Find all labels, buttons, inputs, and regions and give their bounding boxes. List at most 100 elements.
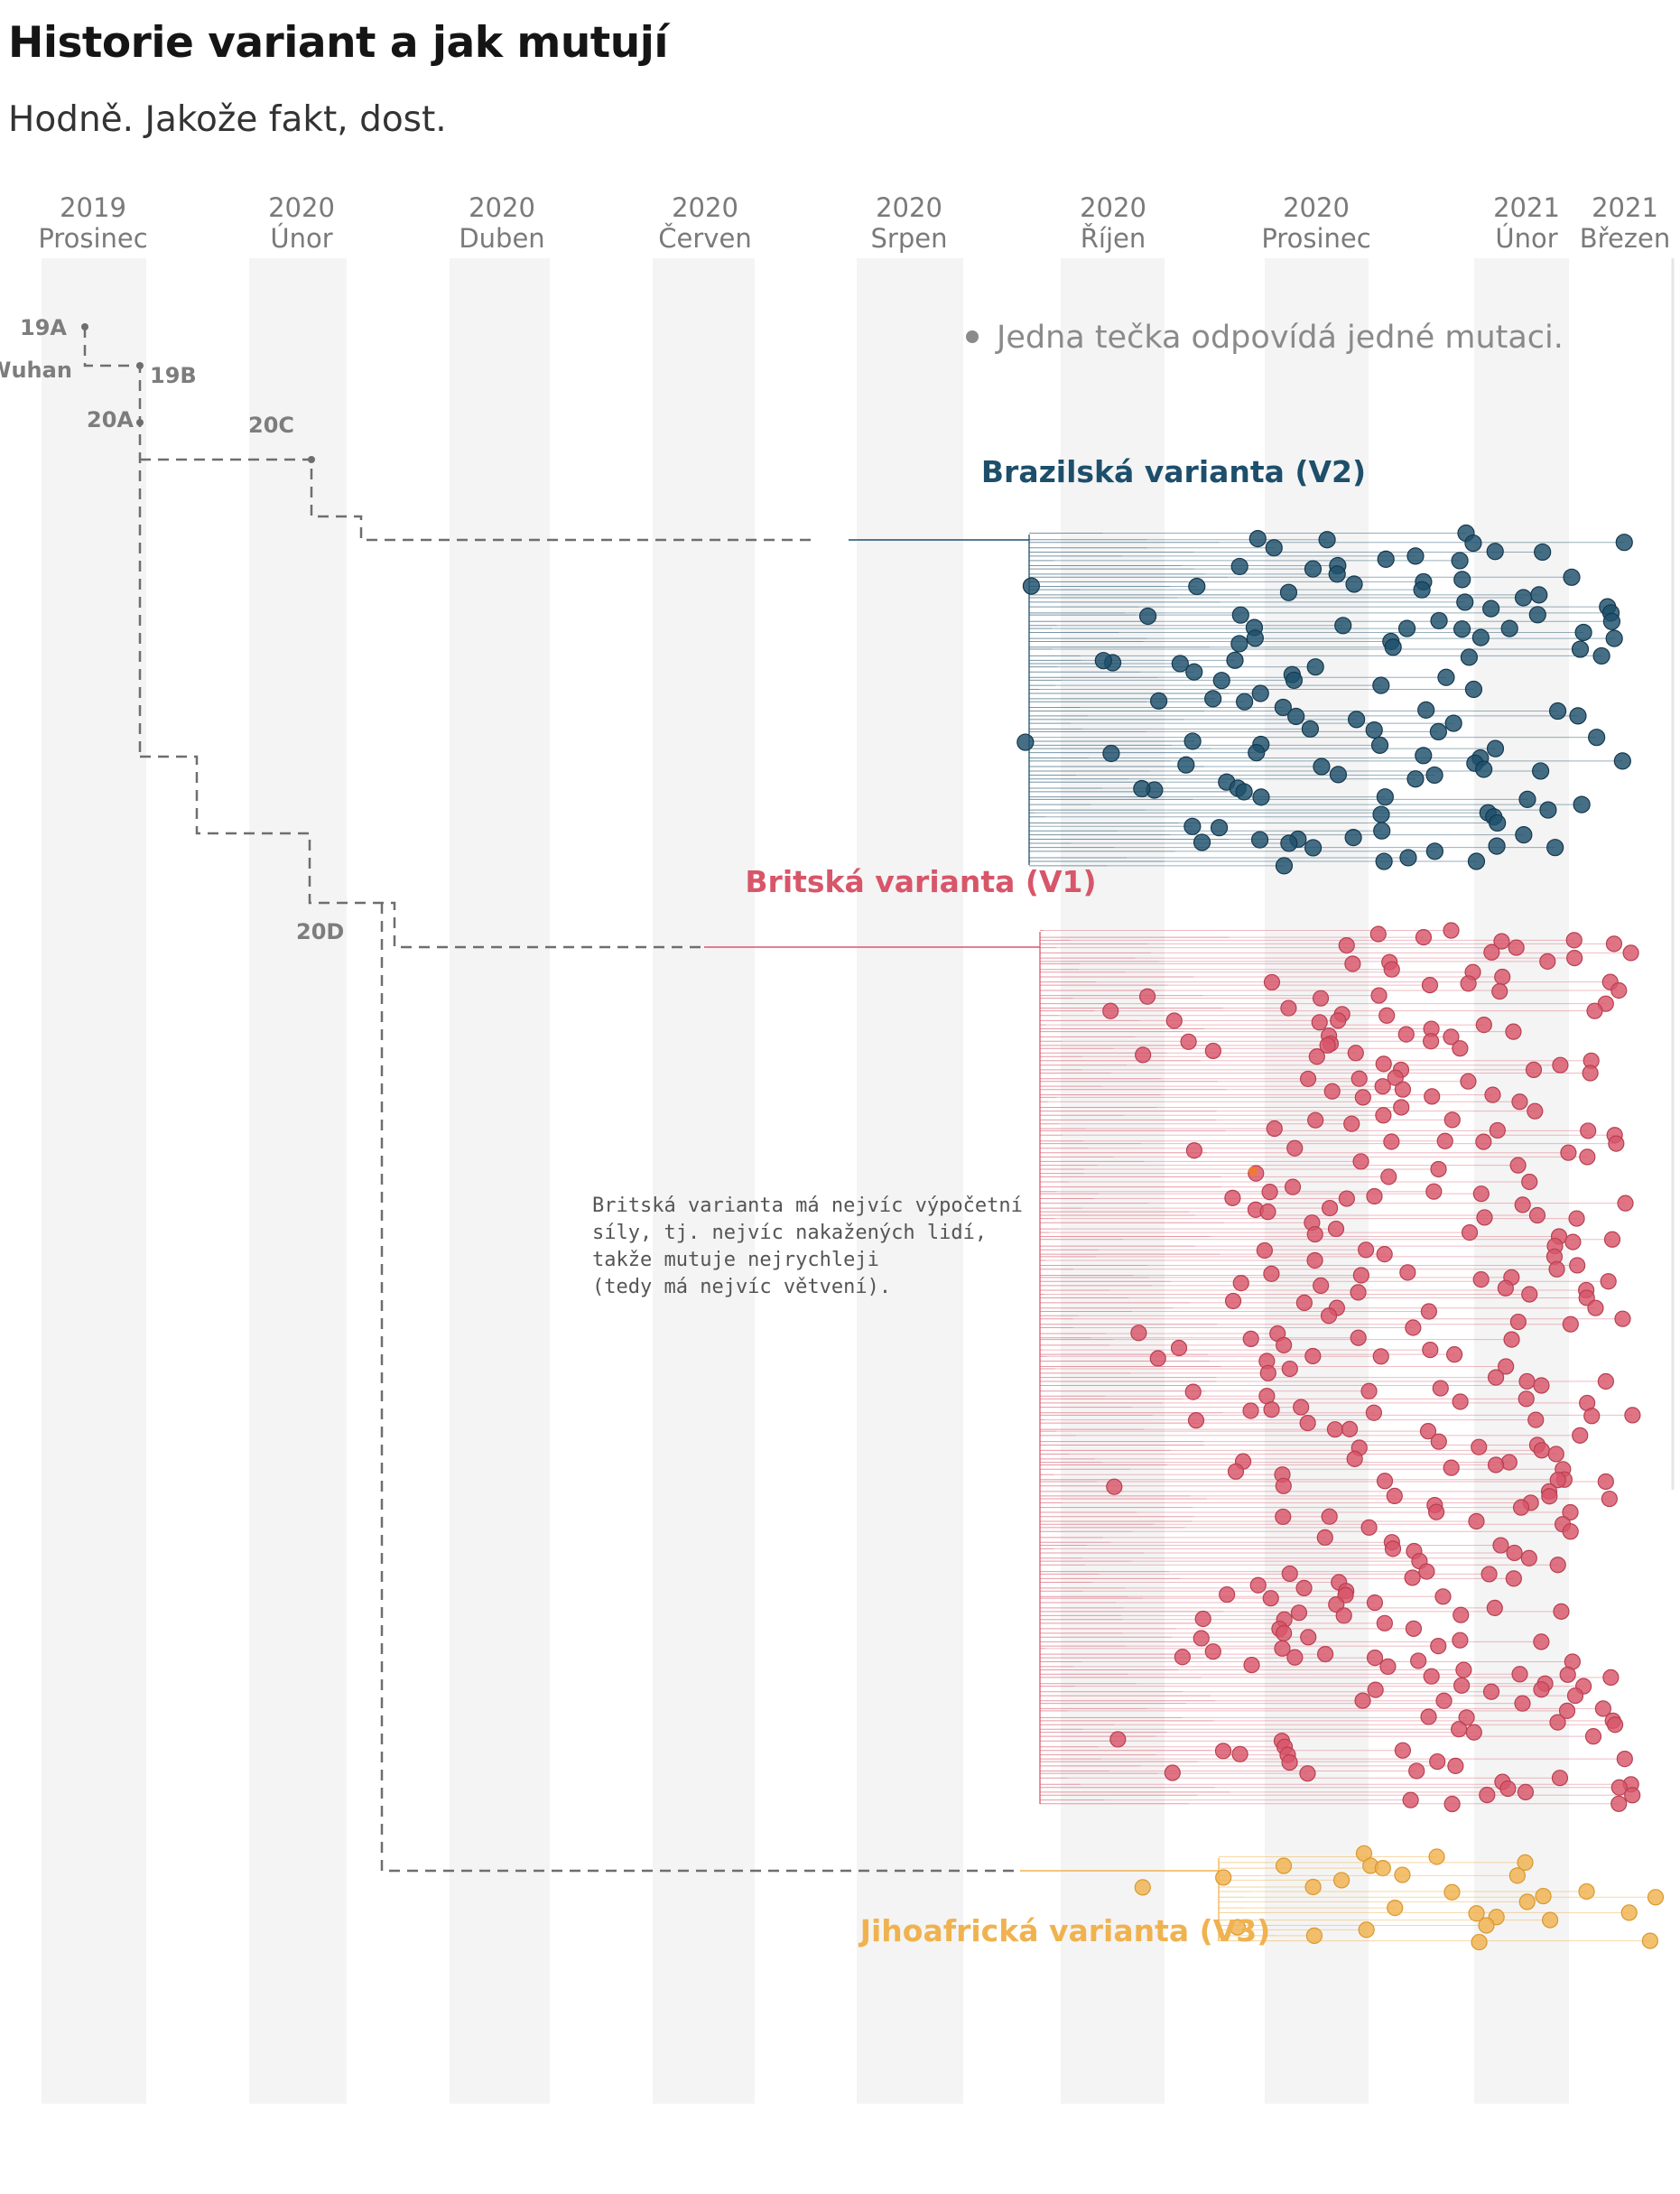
v1tree-tip-dot-51: [1608, 1135, 1625, 1152]
v1tree-extra-dot-38: [1323, 1083, 1341, 1100]
v1tree-tip-dot-39: [1484, 1086, 1501, 1103]
v1tree-tip-dot-94: [1562, 1315, 1579, 1333]
v1tree-tip-dot-8: [1344, 955, 1361, 972]
v1tree-tip-dot-89: [1295, 1294, 1313, 1312]
v1tree-tip-dot-126: [1346, 1450, 1363, 1467]
v1tree-tip-dot-143: [1360, 1519, 1378, 1536]
v2tree-tip-dot-15: [1514, 589, 1533, 607]
v2tree-tip-dot-60: [1235, 783, 1253, 801]
v1tree-extra-dot-173: [1174, 1649, 1191, 1666]
v1tree-extra-dot-202: [1164, 1764, 1181, 1781]
v1tree-extra-dot-12: [1460, 975, 1477, 992]
v1tree-tip-dot-71: [1327, 1220, 1345, 1238]
v1tree-extra-dot-24: [1397, 1026, 1415, 1043]
v1tree-tip-dot-108: [1597, 1372, 1614, 1390]
backbone-path-1: [140, 755, 704, 949]
v3tree-tip-dot-15: [1641, 1932, 1658, 1949]
v2tree-extra-dot-46: [1365, 720, 1383, 739]
v1tree-tip-dot-53: [1560, 1144, 1577, 1161]
v2tree-tip-dot-46: [1429, 722, 1447, 741]
v1tree-tip-dot-106: [1259, 1364, 1276, 1381]
v1tree-tip-dot-183: [1566, 1687, 1584, 1705]
v1tree-extra-dot-82: [1263, 1265, 1280, 1282]
v1tree-tip-dot-63: [1472, 1185, 1490, 1203]
v1tree-tip-dot-22: [1475, 1017, 1492, 1034]
v1tree-extra-dot-22: [1311, 1014, 1328, 1031]
v1tree-tip-dot-50: [1436, 1132, 1453, 1149]
v1tree-tip-dot-18: [1280, 999, 1297, 1017]
v1tree-tip-dot-3: [1605, 935, 1623, 953]
v1tree-tip-dot-52: [1286, 1139, 1304, 1157]
v1tree-tip-dot-20: [1378, 1007, 1396, 1024]
v1tree-tip-dot-163: [1553, 1603, 1570, 1620]
v1tree-extra-dot-133: [1106, 1478, 1123, 1495]
v3tree-tip-dot-1: [1517, 1854, 1534, 1871]
v1tree-tip-dot-19: [1586, 1002, 1603, 1019]
v1tree-extra-dot-188: [1420, 1708, 1437, 1725]
v1tree-tip-dot-77: [1376, 1246, 1393, 1263]
v2tree-tip-dot-38: [1204, 690, 1222, 708]
v2tree-tip-dot-1: [1318, 531, 1336, 549]
v1tree-tip-dot-102: [1372, 1348, 1389, 1365]
v1tree-extra-dot-194: [1109, 1731, 1127, 1748]
backbone-path-3: [380, 903, 1020, 1873]
month-year-8: 2021: [1592, 192, 1658, 223]
v1tree-extra-dot-39: [1424, 1088, 1441, 1105]
v1tree-tip-dot-187: [1558, 1702, 1576, 1719]
v1tree-extra-dot-29: [1204, 1042, 1221, 1060]
v1tree-tip-dot-36: [1460, 1073, 1477, 1090]
legend-dot: [966, 330, 979, 343]
v2tree-tip-dot-40: [1274, 698, 1292, 717]
v2tree-extra-dot-19: [1138, 607, 1157, 626]
v1tree-extra-dot-197: [1231, 1745, 1248, 1762]
v2tree-extra-dot-41: [1417, 701, 1435, 719]
v1tree-tip-dot-47: [1266, 1120, 1283, 1138]
v1tree-tip-dot-118: [1299, 1415, 1316, 1432]
v1tree-extra-dot-207: [1479, 1786, 1496, 1804]
v2tree-tip-dot-51: [1248, 744, 1266, 762]
v1tree-extra-dot-48: [1489, 1121, 1506, 1139]
v2tree-tip-dot-2: [1615, 534, 1633, 552]
v1tree-tip-dot-166: [1376, 1614, 1393, 1632]
v1tree-tip-dot-46: [1343, 1115, 1360, 1132]
v1tree-tip-dot-188: [1458, 1709, 1475, 1726]
month-name-6: Prosinec: [1261, 223, 1370, 254]
v1tree-extra-dot-14: [1491, 982, 1508, 1000]
v1tree-extra-dot-108: [1518, 1372, 1536, 1390]
v2tree-extra-dot-4: [1486, 543, 1504, 561]
v2tree-tip-dot-48: [1183, 732, 1202, 750]
v1tree-extra-dot-84: [1472, 1271, 1490, 1288]
v2tree-extra-dot-70: [1344, 829, 1362, 847]
v1tree-tip-dot-209: [1610, 1795, 1628, 1812]
v1tree-tip-dot-38: [1394, 1081, 1412, 1098]
v1tree-extra-dot-36: [1387, 1069, 1404, 1086]
v1tree-extra-dot-76: [1256, 1241, 1273, 1260]
v1tree-tip-dot-99: [1276, 1336, 1293, 1353]
v2tree-tip-dot-39: [1236, 693, 1254, 711]
v1tree-tip-dot-44: [1375, 1107, 1392, 1124]
v1tree-tip-dot-124: [1533, 1442, 1550, 1459]
v1tree-extra-dot-3: [1493, 933, 1510, 950]
v1tree-tip-dot-168: [1276, 1624, 1293, 1641]
v3tree-extra-dot-13: [1229, 1919, 1246, 1936]
v2tree-extra-dot-23: [1453, 620, 1471, 638]
v3tree-extra-dot-5: [1134, 1879, 1151, 1896]
month-name-7: Únor: [1495, 223, 1557, 254]
v1tree-tip-dot-34: [1582, 1064, 1599, 1082]
v1tree-tip-dot-26: [1422, 1033, 1440, 1050]
v1tree-tip-dot-65: [1617, 1195, 1634, 1212]
v1tree-tip-dot-147: [1492, 1537, 1509, 1554]
v3tree-extra-dot-2: [1275, 1857, 1293, 1874]
v2tree-extra-dot-43: [1287, 707, 1305, 726]
v3tree-tip-dot-0: [1428, 1848, 1445, 1865]
month-band-5: [1061, 258, 1165, 2104]
v1tree-tip-dot-190: [1606, 1716, 1624, 1734]
v1tree-tip-dot-182: [1482, 1683, 1500, 1700]
v1tree-extra-dot-102: [1304, 1347, 1322, 1365]
v3tree-extra-dot-15: [1471, 1933, 1488, 1951]
v1tree-extra-dot-140: [1275, 1508, 1292, 1526]
v1tree-tip-dot-30: [1308, 1048, 1325, 1065]
v2tree-extra-dot-8: [1230, 557, 1248, 576]
v1tree-tip-dot-145: [1316, 1529, 1333, 1546]
